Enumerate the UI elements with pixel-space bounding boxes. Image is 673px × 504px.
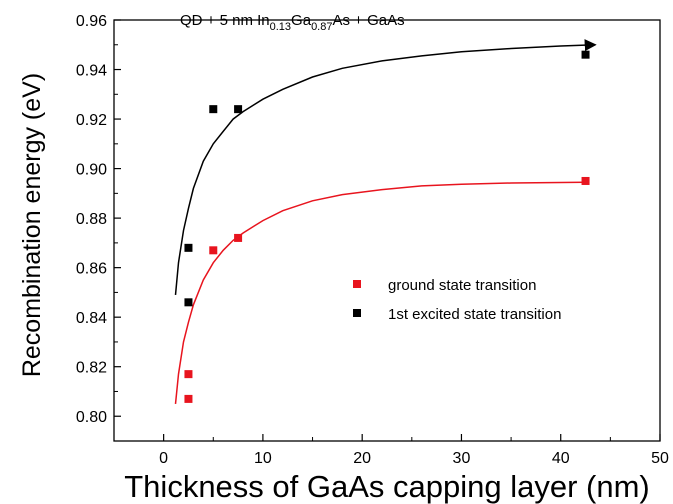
- excited-state-point: [209, 105, 218, 114]
- x-tick-label: 10: [254, 450, 272, 467]
- x-tick-label: 40: [552, 450, 570, 467]
- excited-state-point: [234, 105, 243, 114]
- y-axis-title: Recombination energy (eV): [18, 73, 46, 377]
- fit-curves: [174, 39, 597, 404]
- x-tick-label: 30: [453, 450, 471, 467]
- x-tick-label: 0: [159, 450, 168, 467]
- y-tick-label: 0.96: [76, 13, 107, 30]
- y-tick-label: 0.82: [76, 360, 107, 377]
- legend-label-excited-state: 1st excited state transition: [388, 306, 561, 323]
- data-points: [184, 50, 590, 403]
- fit-curve-ground-state: [174, 181, 586, 404]
- fit-curve-excited-state: [174, 39, 597, 295]
- y-tick-label: 0.80: [76, 409, 107, 426]
- ground-state-point: [581, 176, 590, 185]
- x-tick-label: 50: [651, 450, 669, 467]
- ground-state-point: [209, 246, 218, 255]
- legend-label-ground-state: ground state transition: [388, 277, 536, 294]
- excited-state-point: [581, 50, 590, 59]
- legend-marker-ground-state: [353, 280, 361, 288]
- y-tick-label: 0.86: [76, 261, 107, 278]
- y-tick-label: 0.90: [76, 162, 107, 179]
- ground-state-point: [234, 233, 243, 242]
- ground-state-point: [184, 370, 193, 379]
- legend-marker-excited-state: [353, 309, 361, 317]
- plot-frame: [113, 19, 661, 442]
- ground-state-point: [184, 394, 193, 403]
- excited-state-point: [184, 298, 193, 307]
- y-tick-label: 0.92: [76, 112, 107, 129]
- legend: ground state transition 1st excited stat…: [353, 277, 561, 323]
- chart-title: QD + 5 nm In0.13Ga0.87As + GaAs: [180, 12, 405, 33]
- y-tick-label: 0.94: [76, 63, 107, 80]
- x-tick-label: 20: [353, 450, 371, 467]
- excited-state-point: [184, 243, 193, 252]
- y-axis-ticks: 0.80 0.82 0.84 0.86 0.88 0.90 0.92 0.94 0.96: [76, 13, 121, 426]
- y-tick-label: 0.88: [76, 211, 107, 228]
- x-axis-title: Thickness of GaAs capping layer (nm): [124, 469, 650, 504]
- y-tick-label: 0.84: [76, 310, 107, 327]
- x-axis-ticks: 0 10 20 30 40 50: [159, 434, 669, 467]
